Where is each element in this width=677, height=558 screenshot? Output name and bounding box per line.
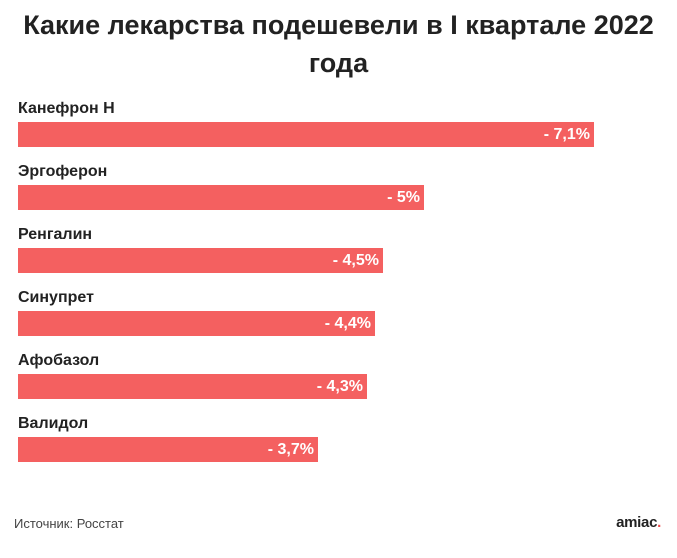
bar: - 4,5% [18, 248, 383, 273]
category-label: Канефрон Н [18, 100, 115, 117]
bar-value-label: - 4,3% [316, 378, 363, 395]
bar-value-label: - 4,4% [324, 315, 371, 332]
source-note: Источник: Росстат [14, 516, 124, 531]
bar-value-label: - 5% [387, 189, 420, 206]
chart-title: Какие лекарства подешевели в I квартале … [23, 10, 654, 78]
bar: - 5% [18, 185, 424, 210]
bar: - 4,3% [18, 374, 367, 399]
bar: - 4,4% [18, 311, 375, 336]
category-label: Эргоферон [18, 163, 108, 180]
bar-value-label: - 7,1% [543, 126, 590, 143]
category-label: Синупрет [18, 289, 94, 306]
bar: - 7,1% [18, 122, 594, 147]
logo-dot: . [657, 514, 661, 531]
brand-logo: amiac. [616, 514, 661, 531]
category-label: Ренгалин [18, 226, 93, 243]
bar-value-label: - 3,7% [267, 441, 314, 458]
bar: - 3,7% [18, 437, 318, 462]
logo-text: amiac [616, 514, 658, 531]
category-label: Валидол [18, 415, 89, 432]
bar-value-label: - 4,5% [332, 252, 379, 269]
category-label: Афобазол [18, 352, 100, 369]
